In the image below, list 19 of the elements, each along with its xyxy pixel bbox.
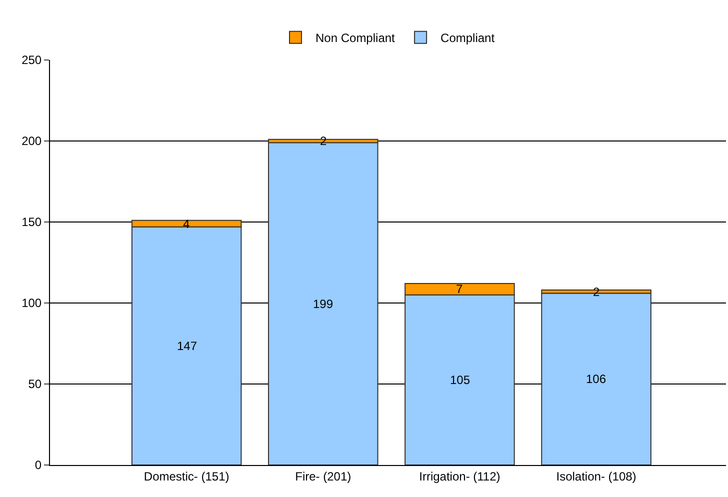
x-tick-label: Isolation- (108): [556, 469, 636, 484]
x-tick-label: Irrigation- (112): [419, 469, 500, 484]
y-tick-label: 50: [28, 377, 42, 392]
data-label: 2: [320, 134, 327, 148]
y-tick-label: 200: [22, 134, 42, 148]
y-tick-label: 250: [22, 53, 42, 68]
x-tick-label: Fire- (201): [295, 469, 352, 484]
data-label: 105: [450, 373, 470, 387]
data-label: 147: [177, 339, 198, 353]
legend-label: Compliant: [440, 31, 496, 46]
data-label: 106: [586, 372, 606, 386]
data-label: 2: [593, 285, 600, 299]
y-tick-label: 100: [22, 296, 42, 310]
x-tick-label: Domestic- (151): [144, 469, 230, 484]
y-tick-label: 0: [34, 458, 42, 472]
data-label: 7: [456, 282, 463, 296]
data-label: 199: [313, 297, 334, 311]
y-tick-label: 150: [22, 215, 42, 230]
legend-label: Non Compliant: [316, 31, 396, 46]
